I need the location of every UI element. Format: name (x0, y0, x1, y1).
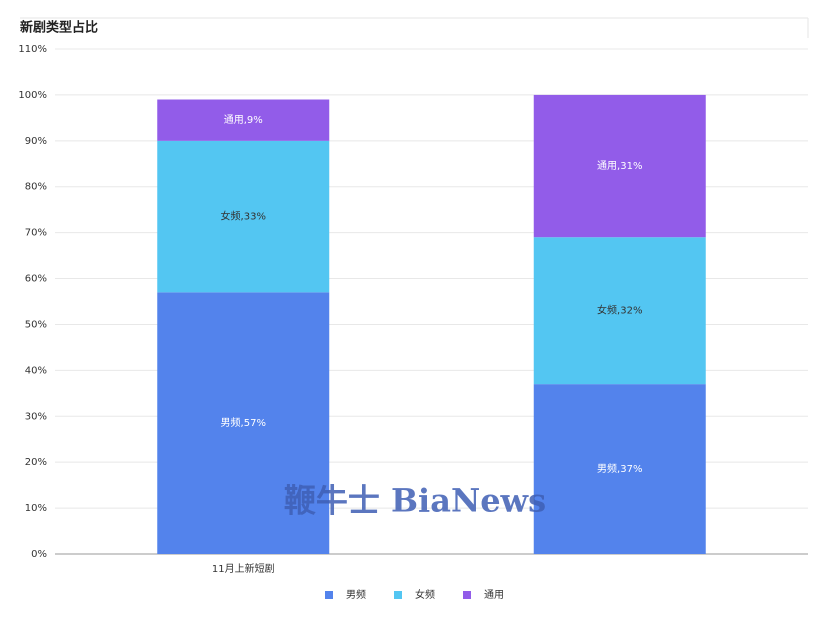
bar-segment (157, 140, 330, 293)
y-tick-label: 100% (18, 90, 47, 101)
y-tick-label: 110% (18, 44, 47, 55)
y-tick-label: 30% (25, 411, 47, 422)
data-label: 女频,32% (597, 304, 642, 317)
legend-swatch (463, 591, 471, 599)
bar-segment (157, 292, 330, 554)
data-label: 女频,33% (221, 210, 266, 223)
y-tick-label: 40% (25, 365, 47, 376)
bar-segment (533, 94, 706, 238)
chart-title: 新剧类型占比 (20, 20, 98, 36)
legend-label: 通用 (484, 589, 504, 601)
data-label: 男频,37% (597, 462, 642, 475)
bar-segment (157, 99, 330, 141)
y-tick-label: 90% (25, 136, 47, 147)
y-tick-label: 60% (25, 274, 47, 285)
legend-label: 女频 (415, 588, 435, 601)
bar-segment (533, 384, 706, 554)
y-tick-label: 70% (25, 228, 47, 239)
data-label: 通用,9% (224, 114, 263, 126)
y-tick-label: 0% (31, 549, 47, 560)
data-label: 男频,57% (221, 416, 266, 429)
y-tick-label: 80% (25, 182, 47, 193)
legend-swatch (325, 591, 333, 599)
legend-swatch (394, 591, 402, 599)
y-tick-label: 50% (25, 319, 47, 330)
bar-segment (533, 237, 706, 385)
y-tick-label: 10% (25, 503, 47, 514)
y-tick-label: 20% (25, 457, 47, 468)
watermark: 鞭牛士 BiaNews (284, 482, 546, 520)
data-label: 通用,31% (597, 160, 642, 172)
x-tick-label: 11月上新短剧 (212, 562, 275, 575)
legend-label: 男频 (346, 588, 366, 601)
